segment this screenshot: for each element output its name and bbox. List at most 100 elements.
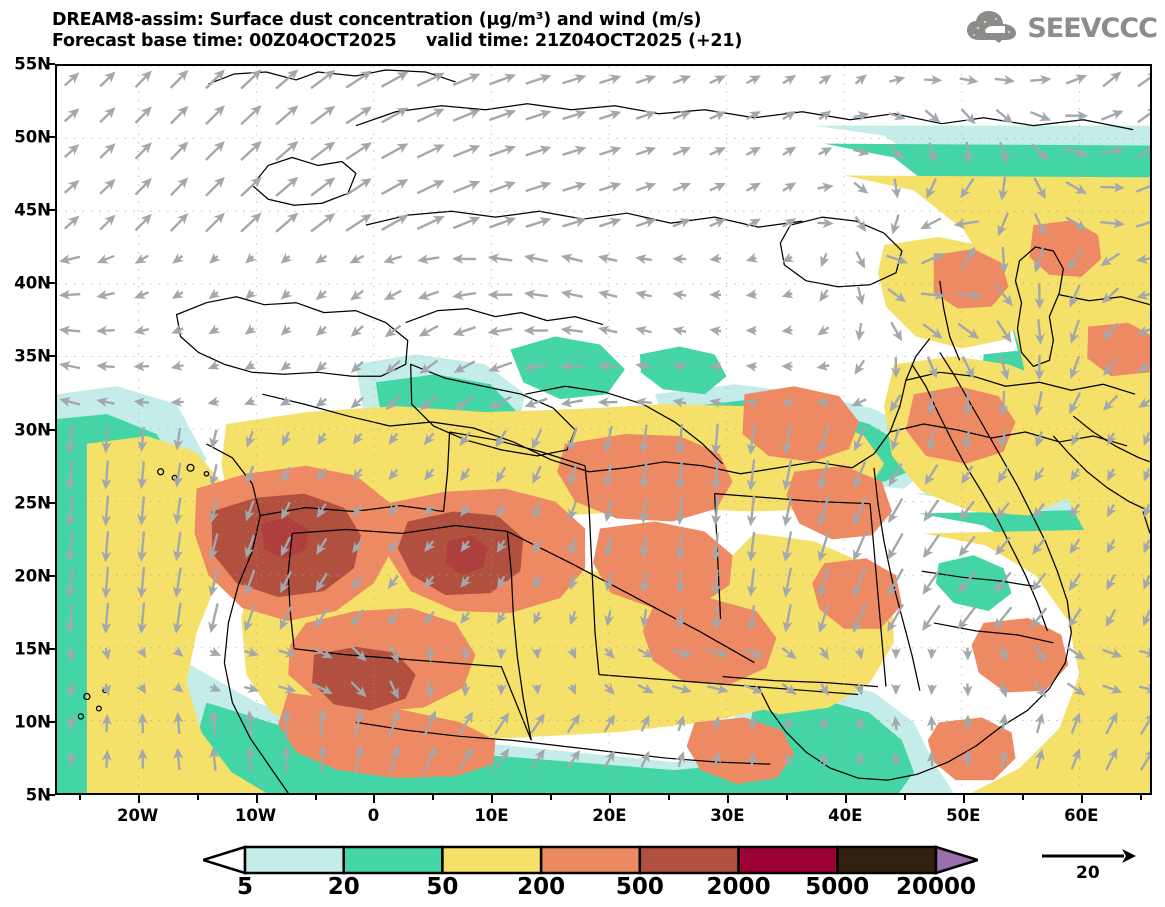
wind-vector [999, 355, 1010, 381]
wind-vector [995, 284, 1013, 307]
wind-vector [208, 533, 219, 560]
wind-vector [672, 218, 692, 228]
colorbar-cell[interactable] [539, 845, 642, 875]
wind-vector [205, 141, 225, 161]
wind-vector [1102, 358, 1119, 376]
wind-vector [275, 141, 299, 162]
wind-vector [635, 361, 652, 372]
wind-vector [65, 750, 76, 768]
wind-vector [244, 534, 256, 559]
wind-vector [1142, 609, 1150, 627]
wind-vector [314, 607, 329, 629]
wind-vector [137, 531, 148, 563]
wind-vector [531, 428, 543, 450]
wind-vector [209, 252, 221, 264]
map-plot-area[interactable] [55, 64, 1152, 795]
wind-vector [281, 501, 291, 520]
wind-vector [345, 70, 372, 89]
wind-vector [137, 712, 148, 734]
colorbar-cell[interactable] [836, 845, 938, 875]
lon-tick-label: 10W [234, 806, 277, 825]
wind-vector [568, 574, 579, 591]
wind-vector [927, 648, 938, 660]
colorbar-cell[interactable] [737, 845, 839, 875]
wind-vector [781, 288, 794, 299]
wind-vector [452, 216, 481, 230]
wind-vector [101, 647, 112, 661]
wind-vector [1139, 711, 1150, 735]
colorbar-cell[interactable] [243, 845, 345, 875]
wind-vector [381, 179, 409, 196]
wind-vector [452, 73, 481, 87]
wind-vector [817, 218, 834, 229]
wind-vector [999, 141, 1009, 164]
wind-vector [245, 745, 256, 772]
wind-vector [672, 146, 692, 157]
lon-tick-mark [609, 795, 612, 803]
wind-vector [133, 397, 150, 408]
lon-tick-mark [963, 795, 966, 803]
colorbar-cell[interactable] [441, 845, 543, 875]
wind-vector [1070, 712, 1081, 735]
wind-vector [317, 432, 328, 446]
wind-vector [244, 569, 256, 596]
wind-vector [597, 361, 618, 372]
wind-vector [533, 538, 543, 554]
wind-vector [101, 495, 112, 527]
wind-vector [101, 713, 112, 733]
wind-vector [96, 254, 115, 264]
wind-vector [639, 609, 650, 628]
wind-vector [743, 684, 764, 694]
wind-vector [99, 71, 116, 88]
wind-vector [65, 714, 76, 732]
colorbar[interactable] [203, 845, 978, 875]
wind-vector [523, 361, 549, 372]
wind-vector [962, 141, 973, 165]
wind-vector [604, 610, 615, 627]
wind-vector [746, 495, 757, 527]
wind-vector [888, 497, 904, 524]
wind-vector [275, 212, 299, 233]
lat-tick-mark [47, 794, 55, 796]
wind-vector [957, 322, 980, 339]
wind-vector [280, 288, 293, 300]
lat-tick-mark [47, 136, 55, 139]
colorbar-cell[interactable] [638, 845, 740, 875]
lon-tick-mark [255, 795, 258, 803]
wind-vector [525, 73, 552, 85]
wind-vector [924, 464, 939, 486]
wind-vector [852, 146, 870, 157]
dust-concentration-map [57, 66, 1150, 793]
wind-vector [96, 397, 115, 408]
wind-vector [707, 684, 729, 694]
colorbar-cell[interactable] [342, 845, 444, 875]
wind-vector [423, 610, 435, 625]
wind-vector [452, 109, 481, 122]
wind-vector [782, 567, 793, 598]
wind-vector [385, 359, 401, 374]
wind-vector [530, 713, 545, 734]
wind-vector [310, 177, 336, 197]
wind-vector [172, 532, 183, 562]
wind-vector [1138, 397, 1150, 408]
wind-vector [279, 395, 292, 406]
wind-vector [853, 181, 869, 194]
wind-vector [923, 499, 940, 522]
wind-vector [173, 462, 184, 488]
wind-vector [134, 70, 152, 89]
wind-vector [672, 75, 692, 85]
wind-vector [381, 71, 409, 88]
wind-vector [133, 361, 150, 372]
lon-tick-mark [373, 795, 376, 803]
wind-vector [639, 424, 650, 455]
wind-vector [1069, 355, 1081, 380]
wind-vector [454, 394, 475, 411]
wind-vector [817, 567, 830, 598]
wind-vector [994, 571, 1012, 593]
wind-vector [746, 423, 757, 456]
wind-vector [137, 748, 148, 769]
wind-vector [603, 536, 614, 557]
wind-vector [1033, 390, 1044, 416]
wind-vector [1070, 468, 1081, 482]
wind-vector [998, 713, 1009, 733]
